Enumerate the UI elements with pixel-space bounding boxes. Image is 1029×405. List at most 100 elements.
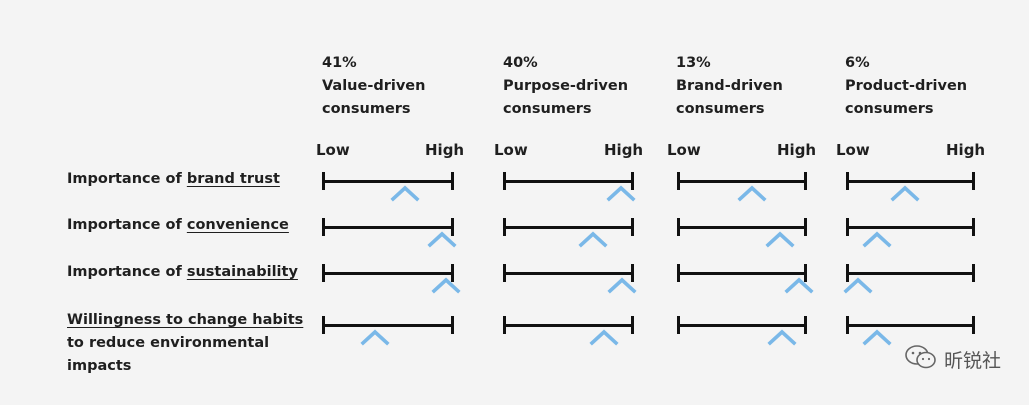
scale-line: [503, 179, 634, 183]
row-label-prefix: Importance of: [67, 264, 187, 280]
rating-marker-chevron-up-icon: [360, 328, 390, 346]
row-label-sustainability: Importance of sustainability: [67, 261, 298, 284]
scale-tick-low: [677, 218, 680, 236]
segment-name: Purpose-driven: [503, 78, 629, 94]
scale-tick-high: [804, 172, 807, 190]
segment-percent: 6%: [845, 55, 870, 71]
scale-tick-high: [972, 172, 975, 190]
row-label-prefix: Importance of: [67, 171, 187, 187]
scale-tick-high: [972, 316, 975, 334]
rating-marker-chevron-up-icon: [427, 230, 457, 248]
segment-name-suffix: consumers: [845, 101, 934, 117]
segment-header-purpose: 40% Purpose-driven consumers: [503, 52, 628, 121]
rating-marker-chevron-up-icon: [767, 328, 797, 346]
rating-marker-chevron-up-icon: [390, 184, 420, 202]
segment-percent: 13%: [676, 55, 711, 71]
scale-tick-high: [804, 316, 807, 334]
scale-tick-low: [677, 264, 680, 282]
rating-marker-chevron-up-icon: [431, 276, 461, 294]
scale-tick-low: [846, 264, 849, 282]
scale-tick-low: [677, 316, 680, 334]
rating-scale: [846, 264, 975, 282]
segment-name-suffix: consumers: [503, 101, 592, 117]
scale-tick-high: [804, 264, 807, 282]
scale-tick-low: [846, 316, 849, 334]
scale-tick-high: [631, 316, 634, 334]
scale-tick-low: [677, 172, 680, 190]
row-label-line2: to reduce environmental: [67, 335, 270, 351]
rating-marker-chevron-up-icon: [843, 276, 873, 294]
segment-header-brand: 13% Brand-driven consumers: [676, 52, 783, 121]
segment-percent: 40%: [503, 55, 538, 71]
scale-tick-high: [972, 218, 975, 236]
rating-marker-chevron-up-icon: [589, 328, 619, 346]
scale-high-label: High: [777, 141, 817, 159]
scale-tick-high: [631, 172, 634, 190]
scale-low-label: Low: [836, 141, 870, 159]
segment-name-suffix: consumers: [676, 101, 765, 117]
rating-marker-chevron-up-icon: [578, 230, 608, 248]
scale-tick-low: [322, 316, 325, 334]
wechat-icon: [904, 344, 938, 375]
scale-line: [322, 179, 454, 183]
scale-line: [846, 271, 975, 275]
rating-marker-chevron-up-icon: [890, 184, 920, 202]
rating-marker-chevron-up-icon: [784, 276, 814, 294]
scale-line: [322, 323, 454, 327]
rating-marker-chevron-up-icon: [765, 230, 795, 248]
rating-scale: [322, 218, 454, 236]
rating-scale: [503, 172, 634, 190]
row-label-prefix: Importance of: [67, 217, 187, 233]
rating-scale: [846, 316, 975, 334]
rating-marker-chevron-up-icon: [862, 230, 892, 248]
row-label-convenience: Importance of convenience: [67, 214, 289, 237]
row-label-brand-trust: Importance of brand trust: [67, 168, 280, 191]
segment-name: Product-driven: [845, 78, 968, 94]
rating-marker-chevron-up-icon: [606, 184, 636, 202]
scale-low-label: Low: [494, 141, 528, 159]
scale-line: [503, 225, 634, 229]
watermark: 昕锐社: [904, 344, 1001, 375]
scale-high-label: High: [425, 141, 465, 159]
scale-low-label: Low: [316, 141, 350, 159]
scale-line: [846, 225, 975, 229]
row-label-emphasis: Willingness to change habits: [67, 312, 304, 328]
scale-tick-low: [503, 218, 506, 236]
segment-header-product: 6% Product-driven consumers: [845, 52, 967, 121]
scale-high-label: High: [946, 141, 986, 159]
scale-line: [503, 323, 634, 327]
scale-line: [846, 179, 975, 183]
scale-line: [677, 225, 807, 229]
rating-scale: [677, 264, 807, 282]
rating-scale: [503, 264, 634, 282]
scale-tick-high: [451, 264, 454, 282]
scale-line: [322, 225, 454, 229]
scale-tick-high: [451, 172, 454, 190]
scale-low-label: Low: [667, 141, 701, 159]
scale-tick-low: [503, 172, 506, 190]
rating-scale: [503, 316, 634, 334]
scale-tick-low: [846, 218, 849, 236]
scale-tick-high: [972, 264, 975, 282]
row-label-emphasis: convenience: [186, 217, 289, 233]
segment-name-suffix: consumers: [322, 101, 411, 117]
rating-marker-chevron-up-icon: [737, 184, 767, 202]
rating-scale: [503, 218, 634, 236]
scale-tick-high: [631, 218, 634, 236]
scale-tick-low: [846, 172, 849, 190]
scale-tick-low: [322, 264, 325, 282]
segment-percent: 41%: [322, 55, 357, 71]
rating-scale: [677, 218, 807, 236]
rating-scale: [322, 172, 454, 190]
scale-line: [846, 323, 975, 327]
scale-line: [677, 179, 807, 183]
segment-header-value: 41% Value-driven consumers: [322, 52, 425, 121]
row-label-emphasis: sustainability: [186, 264, 298, 280]
scale-line: [322, 271, 454, 275]
rating-marker-chevron-up-icon: [607, 276, 637, 294]
scale-tick-high: [451, 316, 454, 334]
rating-scale: [677, 172, 807, 190]
rating-scale: [677, 316, 807, 334]
rating-scale: [322, 264, 454, 282]
scale-tick-low: [322, 218, 325, 236]
